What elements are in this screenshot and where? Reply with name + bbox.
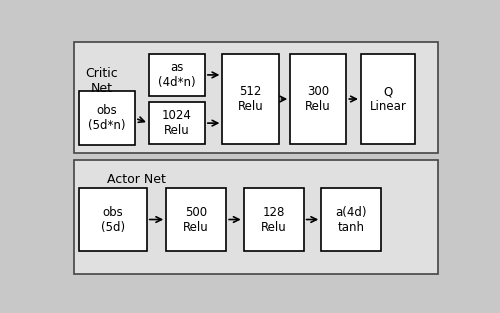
Text: Actor Net: Actor Net: [107, 173, 166, 186]
FancyBboxPatch shape: [148, 54, 205, 96]
FancyBboxPatch shape: [74, 161, 438, 274]
Text: Q
Linear: Q Linear: [370, 85, 406, 113]
FancyBboxPatch shape: [74, 42, 438, 153]
Text: Critic
Net: Critic Net: [85, 67, 117, 95]
FancyBboxPatch shape: [79, 188, 147, 251]
FancyBboxPatch shape: [361, 54, 415, 144]
Text: obs
(5d*n): obs (5d*n): [88, 104, 126, 132]
FancyBboxPatch shape: [321, 188, 381, 251]
Text: a(4d)
tanh: a(4d) tanh: [336, 206, 367, 233]
FancyBboxPatch shape: [222, 54, 278, 144]
FancyBboxPatch shape: [290, 54, 346, 144]
Text: as
(4d*n): as (4d*n): [158, 61, 196, 89]
Text: 500
Relu: 500 Relu: [184, 206, 209, 233]
FancyBboxPatch shape: [244, 188, 304, 251]
FancyBboxPatch shape: [79, 91, 135, 146]
FancyBboxPatch shape: [166, 188, 226, 251]
Text: 1024
Relu: 1024 Relu: [162, 109, 192, 137]
Text: 300
Relu: 300 Relu: [306, 85, 331, 113]
Text: 512
Relu: 512 Relu: [238, 85, 264, 113]
FancyBboxPatch shape: [148, 102, 205, 144]
Text: 128
Relu: 128 Relu: [261, 206, 286, 233]
Text: obs
(5d): obs (5d): [101, 206, 125, 233]
